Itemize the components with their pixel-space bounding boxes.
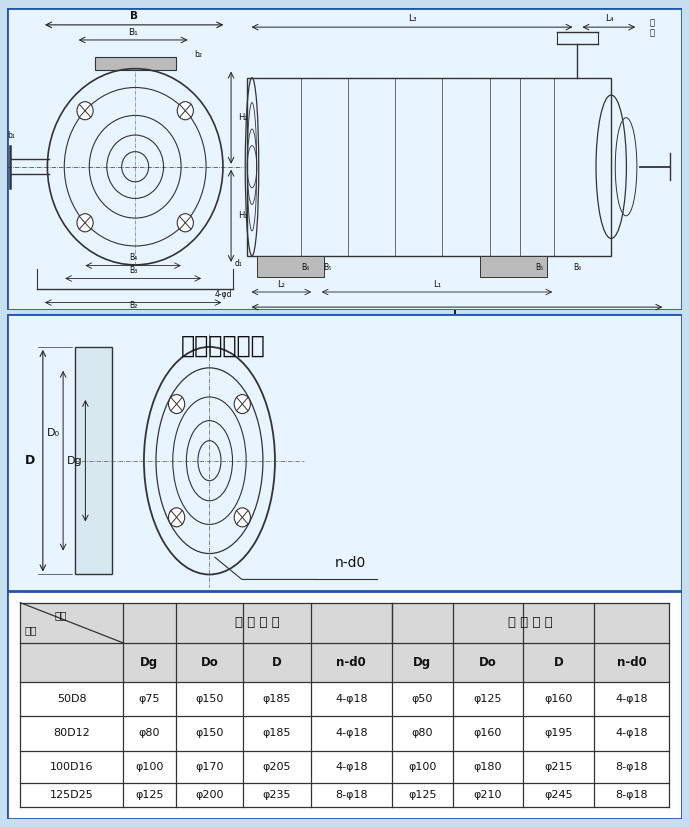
Text: n-d0: n-d0 [336,656,366,669]
Text: 50D8: 50D8 [57,695,87,705]
Text: 8-φ18: 8-φ18 [615,791,648,801]
Circle shape [169,394,185,414]
Text: B₆: B₆ [301,263,309,272]
Text: 8-φ18: 8-φ18 [615,762,648,772]
Circle shape [77,213,93,232]
Bar [94,56,176,70]
Text: φ100: φ100 [408,762,436,772]
Bar [21,643,668,682]
Text: φ185: φ185 [263,729,291,739]
Text: φ185: φ185 [263,695,291,705]
Text: n-d0: n-d0 [617,656,646,669]
Text: B: B [130,11,138,21]
Text: n-d0: n-d0 [334,556,366,570]
Text: 尺寸: 尺寸 [24,625,37,635]
Text: L₂: L₂ [277,280,285,289]
Text: φ160: φ160 [474,729,502,739]
Text: φ100: φ100 [135,762,163,772]
Text: Do: Do [200,656,218,669]
Text: 4-φ18: 4-φ18 [335,729,367,739]
Text: H₂: H₂ [238,113,247,122]
Text: 4-φ18: 4-φ18 [335,695,367,705]
Text: Dg: Dg [141,656,158,669]
Bar [480,256,547,277]
Text: Dg: Dg [413,656,431,669]
Text: D₀: D₀ [47,428,60,438]
Text: φ75: φ75 [138,695,160,705]
Text: 125D25: 125D25 [50,791,94,801]
Bar [21,603,668,643]
Bar [257,256,325,277]
Text: φ125: φ125 [408,791,436,801]
Bar [247,78,611,256]
Text: φ80: φ80 [138,729,160,739]
Text: 100D16: 100D16 [50,762,94,772]
Text: 吸入吐出法兰: 吸入吐出法兰 [181,334,265,358]
Text: 4-φ18: 4-φ18 [615,729,648,739]
Text: φ210: φ210 [474,791,502,801]
Text: D: D [25,454,34,467]
Text: φ50: φ50 [411,695,433,705]
Text: φ205: φ205 [263,762,291,772]
Text: Dg: Dg [66,456,82,466]
Text: L₁: L₁ [433,280,441,289]
Text: B₅: B₅ [324,263,331,272]
Text: B₃: B₃ [129,266,137,275]
Text: φ170: φ170 [195,762,224,772]
Text: φ245: φ245 [544,791,573,801]
Text: B₅: B₅ [535,263,543,272]
Text: 水: 水 [649,28,655,37]
Text: H₁: H₁ [238,211,247,220]
Text: φ160: φ160 [545,695,573,705]
Text: L₃: L₃ [408,14,416,23]
Circle shape [169,508,185,527]
Text: D: D [554,656,564,669]
Text: B₆: B₆ [573,263,582,272]
Text: φ180: φ180 [474,762,502,772]
Text: L₄: L₄ [605,14,613,23]
Text: φ200: φ200 [195,791,224,801]
Text: φ235: φ235 [263,791,291,801]
Circle shape [77,102,93,120]
Text: 4-φ18: 4-φ18 [615,695,648,705]
Text: 出: 出 [649,18,655,26]
Text: φ80: φ80 [411,729,433,739]
FancyBboxPatch shape [7,314,682,591]
Circle shape [177,102,194,120]
Text: B₂: B₂ [129,301,137,310]
Text: B₁: B₁ [128,27,138,36]
Text: φ125: φ125 [135,791,163,801]
Bar [75,347,112,575]
Text: 吐 出 法 兰: 吐 出 法 兰 [508,616,553,629]
Text: 4-φ18: 4-φ18 [335,762,367,772]
Text: φ125: φ125 [474,695,502,705]
Circle shape [234,394,250,414]
Text: 型号: 型号 [54,610,67,620]
FancyBboxPatch shape [7,591,682,819]
Circle shape [234,508,250,527]
FancyBboxPatch shape [7,8,682,310]
Text: D: D [272,656,282,669]
Text: φ215: φ215 [544,762,573,772]
Circle shape [177,213,194,232]
Text: b₂: b₂ [194,50,203,59]
Text: 80D12: 80D12 [53,729,90,739]
Text: φ150: φ150 [195,729,224,739]
Text: φ195: φ195 [544,729,573,739]
Text: B₄: B₄ [129,253,137,262]
Text: 4-φd: 4-φd [215,290,232,299]
Text: d₁: d₁ [234,260,243,268]
Text: b₁: b₁ [7,131,14,140]
Text: L: L [453,309,460,320]
Text: φ150: φ150 [195,695,224,705]
Text: 8-φ18: 8-φ18 [335,791,367,801]
Text: Do: Do [479,656,497,669]
Text: 吸 入 法 兰: 吸 入 法 兰 [235,616,280,629]
